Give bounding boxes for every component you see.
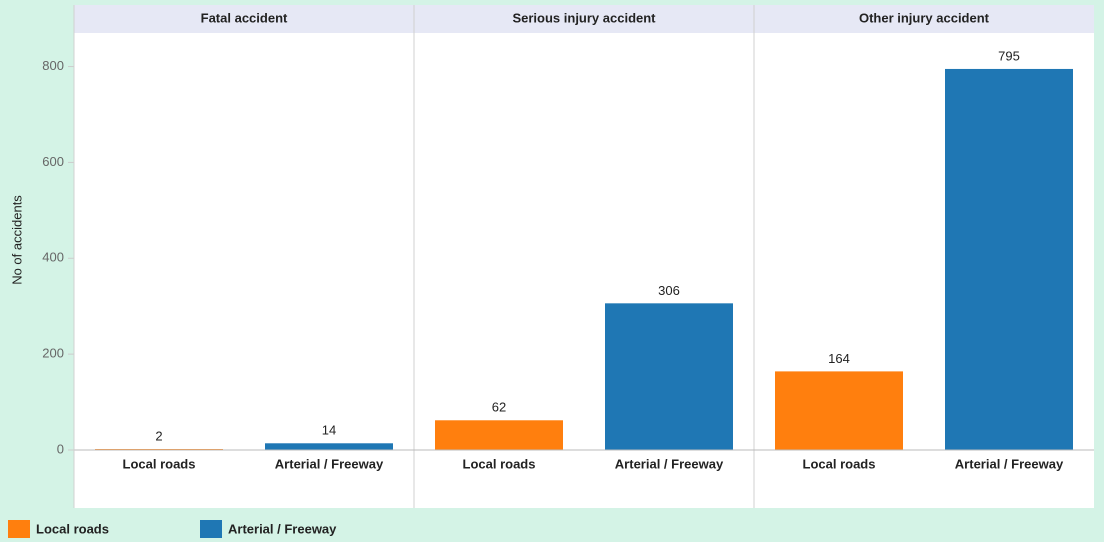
y-tick-label: 800 <box>42 58 64 73</box>
x-tick-label: Arterial / Freeway <box>955 456 1064 471</box>
value-label: 14 <box>322 423 336 438</box>
x-tick-label: Local roads <box>463 456 536 471</box>
bar <box>775 371 903 450</box>
bar <box>265 443 393 450</box>
plot-background <box>74 5 1094 508</box>
y-axis-title: No of accidents <box>9 195 24 285</box>
y-tick-label: 0 <box>57 441 64 456</box>
y-tick-label: 200 <box>42 346 64 361</box>
legend-swatch <box>8 520 30 538</box>
y-tick-label: 600 <box>42 154 64 169</box>
value-label: 164 <box>828 351 850 366</box>
value-label: 2 <box>155 428 162 443</box>
panel-title: Other injury accident <box>859 10 990 25</box>
legend-swatch <box>200 520 222 538</box>
x-tick-label: Local roads <box>123 456 196 471</box>
value-label: 306 <box>658 283 680 298</box>
bar <box>945 68 1073 450</box>
x-tick-label: Arterial / Freeway <box>615 456 724 471</box>
legend-label: Local roads <box>36 521 109 536</box>
x-tick-label: Local roads <box>803 456 876 471</box>
legend-label: Arterial / Freeway <box>228 521 337 536</box>
panel-title: Serious injury accident <box>512 10 656 25</box>
value-label: 795 <box>998 48 1020 63</box>
value-label: 62 <box>492 400 506 415</box>
bar <box>605 303 733 450</box>
bar <box>435 420 563 450</box>
panel-header <box>74 5 1094 33</box>
y-tick-label: 400 <box>42 250 64 265</box>
panel-title: Fatal accident <box>201 10 288 25</box>
x-tick-label: Arterial / Freeway <box>275 456 384 471</box>
